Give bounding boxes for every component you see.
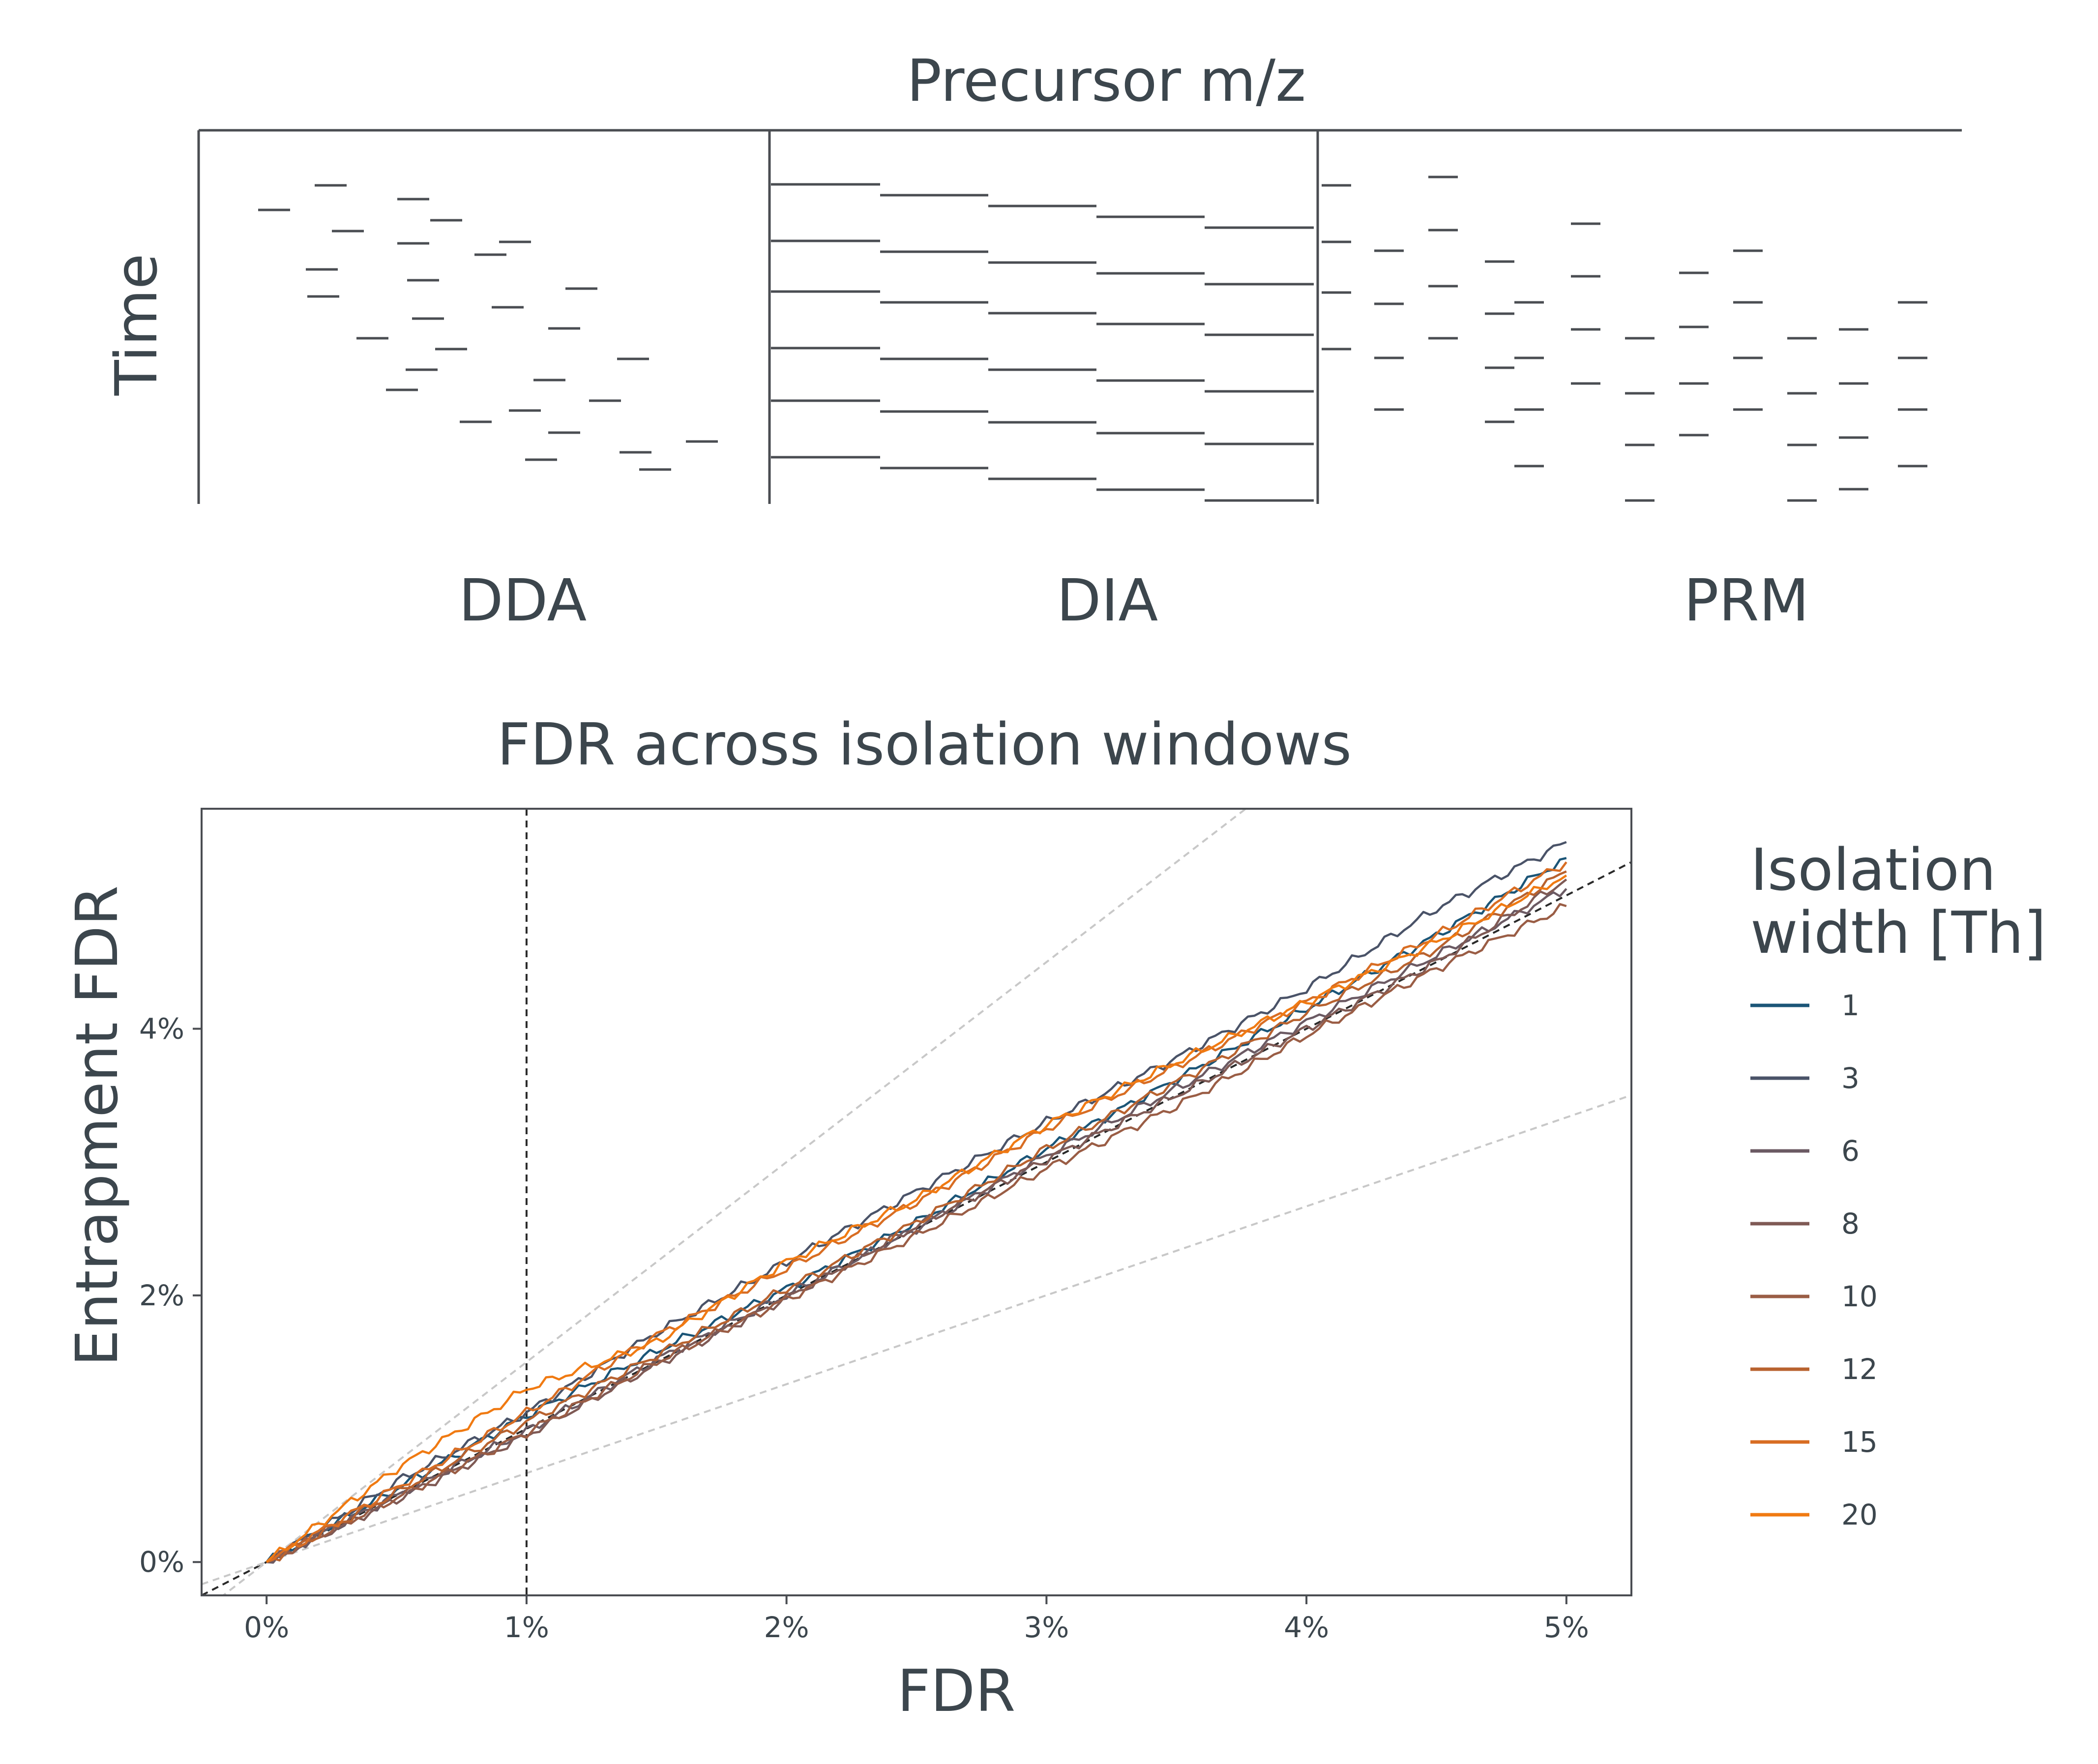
series-line-3 [266,841,1567,1563]
legend-title: Isolation width [Th] [1750,836,2046,967]
legend-label-10: 10 [1841,1280,1878,1313]
legend-label-1: 1 [1841,989,1860,1022]
legend-item-10: 10 [1750,1280,1878,1313]
legend-item-3: 3 [1750,1061,1860,1095]
series-lines [266,841,1567,1564]
series-line-15 [266,861,1567,1563]
chart-title: FDR across isolation windows [497,710,1352,778]
dia-isolation-windows [771,183,1314,502]
legend-item-6: 6 [1750,1134,1860,1168]
legend-label-3: 3 [1841,1061,1860,1095]
dda-isolation-windows [258,184,718,471]
legend-item-15: 15 [1750,1425,1878,1459]
series-line-6 [266,888,1567,1564]
y-tick-label-2: 4% [139,1012,184,1045]
legend-item-20: 20 [1750,1498,1878,1531]
x-axis-title: FDR [897,1657,1016,1725]
reference-line-upper [221,809,1248,1595]
schematic-title: Precursor m/z [907,47,1306,115]
series-line-20 [266,874,1567,1563]
legend-label-6: 6 [1841,1134,1860,1168]
legend-label-20: 20 [1841,1498,1878,1531]
legend: Isolation width [Th] 1 3 6 8 10 12 15 20 [1750,836,2046,1531]
x-tick-label-5: 5% [1544,1611,1589,1644]
plot-frame [201,808,1632,1596]
panel-label-prm: PRM [1684,566,1809,634]
series-line-12 [266,870,1567,1563]
x-tick-label-2: 2% [764,1611,809,1644]
x-axis-ticks: 0% 1% 2% 3% 4% 5% [244,1595,1589,1644]
prm-isolation-windows [1322,176,1927,502]
legend-item-12: 12 [1750,1352,1878,1386]
reference-lines [202,809,1631,1595]
series-line-10 [266,903,1567,1563]
y-tick-label-1: 2% [139,1279,184,1312]
panel-label-dia: DIA [1057,566,1158,634]
y-axis-title: Entrapment FDR [63,885,131,1366]
x-tick-label-4: 4% [1284,1611,1329,1644]
x-tick-label-1: 1% [504,1611,549,1644]
y-axis-ticks: 0% 2% 4% [139,1012,202,1579]
schematic-time-label: Time [102,254,170,396]
legend-item-1: 1 [1750,989,1860,1022]
acquisition-schematic: Precursor m/z Time DDA DIA PRM [102,47,1962,634]
reference-line-lower [202,1094,1631,1586]
legend-label-8: 8 [1841,1207,1860,1240]
legend-item-8: 8 [1750,1207,1860,1240]
legend-label-15: 15 [1841,1425,1878,1459]
fdr-chart: FDR across isolation windows 0% 1% 2% 3% 4% 5… [63,710,2046,1725]
x-tick-label-3: 3% [1024,1611,1069,1644]
panel-label-dda: DDA [459,566,587,634]
legend-label-12: 12 [1841,1352,1878,1386]
y-tick-label-0: 0% [139,1545,184,1579]
x-tick-label-0: 0% [244,1611,289,1644]
